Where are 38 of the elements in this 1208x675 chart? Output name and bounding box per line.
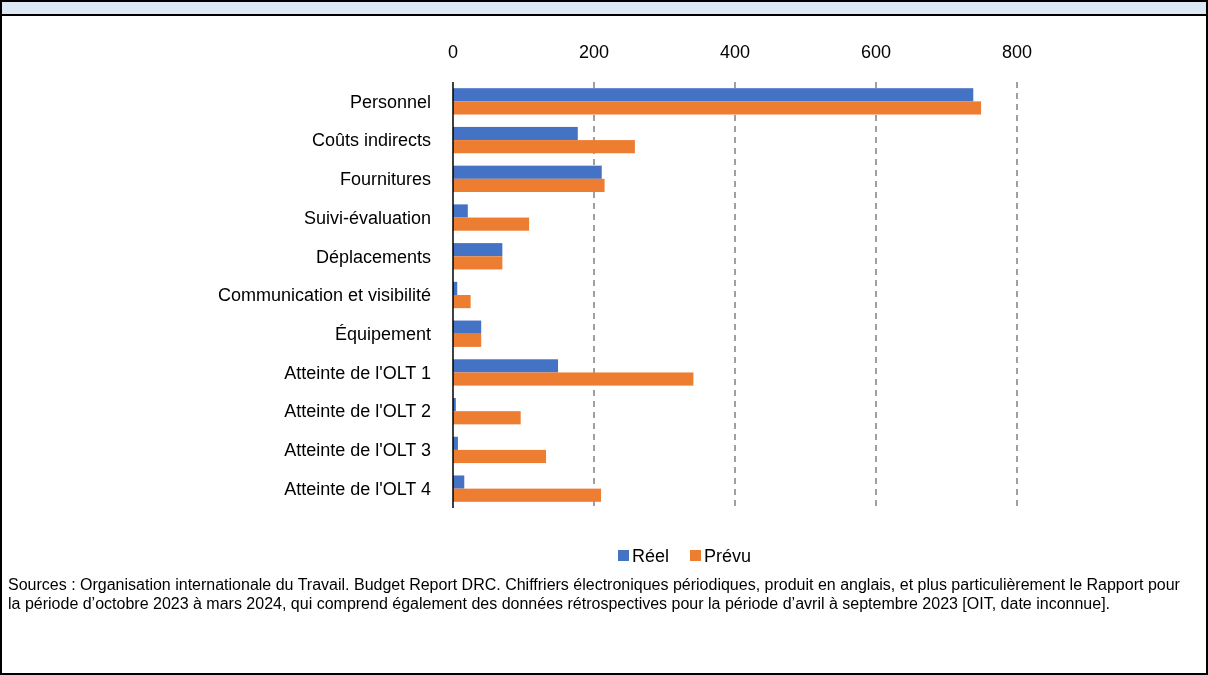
y-tick-label: Équipement [334,324,431,345]
bar [453,372,694,386]
y-tick-label: Atteinte de l'OLT 1 [284,362,431,383]
y-tick-label: Atteinte de l'OLT 2 [284,401,431,422]
bar [453,295,471,309]
x-tick-label: 600 [860,42,892,62]
legend-label: Prévu [704,546,752,567]
bar [453,88,974,102]
y-tick-label: Coûts indirects [311,130,431,151]
y-tick-label: Atteinte de l'OLT 3 [284,440,431,461]
bar [453,178,605,192]
bar [453,320,482,334]
x-tick-label: 200 [578,42,610,62]
bar [453,333,482,347]
x-tick-label: 800 [1001,42,1033,62]
bar [453,359,559,373]
bar [453,204,468,218]
bar [453,165,602,179]
x-tick-label: 400 [719,42,751,62]
source-note: Sources : Organisation internationale du Travail. Budget Report DRC. Chiffriers électroniques périodiques, produit en anglais, et plus particulièrement le Rapport pour la période d’octobre 2023 à mars 2024, qui comprend également des données rétrospectives pour la période d’avril à septembre 2023 [OIT, date inconnue]. [8,576,1181,612]
bar [453,217,530,231]
y-tick-label: Fournitures [339,169,431,190]
x-tick-label: 0 [447,42,459,62]
bar [453,475,465,489]
bar [453,126,578,141]
bar [453,243,503,257]
y-tick-label: Atteinte de l'OLT 4 [284,478,431,499]
y-tick-label: Communication et visibilité [217,285,431,306]
bar [453,101,982,115]
bar [453,488,602,502]
bar [453,449,547,464]
y-tick-label: Déplacements [315,246,431,267]
bar [453,411,521,425]
y-tick-label: Suivi-évaluation [303,207,431,228]
bar [453,140,635,154]
bar [453,256,503,270]
y-tick-label: Personnel [349,91,431,112]
legend-label: Réel [632,546,670,567]
